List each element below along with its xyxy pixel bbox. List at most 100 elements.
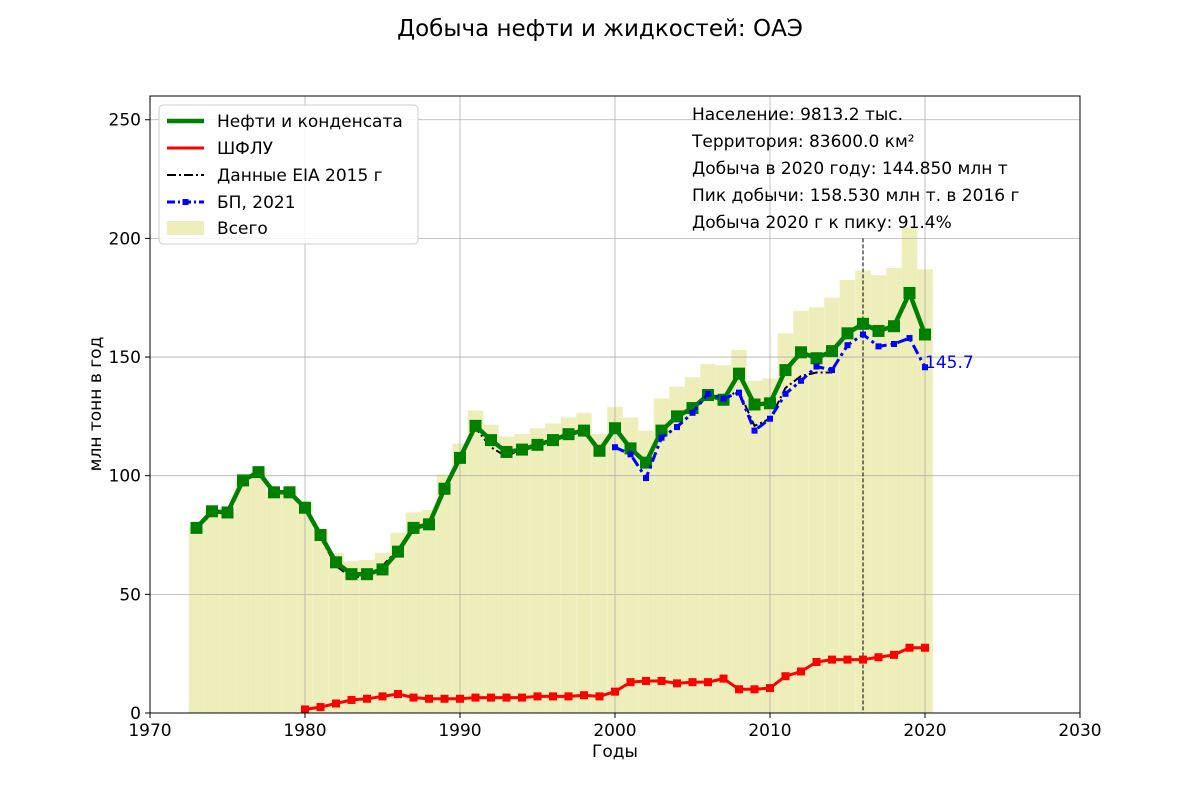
series-point bbox=[407, 521, 420, 534]
total-bar bbox=[622, 417, 639, 713]
total-bar bbox=[467, 410, 484, 713]
series-point bbox=[890, 650, 898, 659]
series-point bbox=[593, 444, 606, 457]
total-bar bbox=[219, 512, 236, 713]
series-point bbox=[301, 705, 309, 714]
y-tick-label: 150 bbox=[109, 348, 141, 368]
chart-title: Добыча нефти и жидкостей: ОАЭ bbox=[397, 16, 803, 42]
series-point bbox=[671, 410, 683, 423]
series-point bbox=[829, 367, 835, 374]
series-point bbox=[299, 501, 311, 514]
info-line: Территория: 83600.0 км² bbox=[691, 132, 915, 152]
total-bar bbox=[281, 492, 298, 713]
total-bar bbox=[529, 428, 546, 713]
series-point bbox=[642, 676, 650, 685]
series-point bbox=[779, 364, 792, 377]
series-point bbox=[810, 352, 823, 365]
series-point bbox=[237, 474, 249, 487]
total-bar bbox=[250, 472, 267, 713]
series-point bbox=[643, 475, 649, 482]
total-bar bbox=[669, 386, 685, 713]
total-bar bbox=[591, 434, 608, 713]
total-bar bbox=[312, 529, 329, 713]
series-point bbox=[409, 693, 418, 702]
series-point bbox=[456, 694, 464, 703]
legend-label: Нефти и конденсата bbox=[217, 112, 403, 132]
series-point bbox=[392, 545, 404, 558]
x-tick-label: 2000 bbox=[593, 721, 636, 741]
info-line: Население: 9813.2 тыс. bbox=[692, 105, 903, 125]
series-point bbox=[720, 395, 727, 402]
series-point bbox=[751, 427, 758, 434]
series-point bbox=[500, 445, 513, 458]
series-point bbox=[363, 694, 371, 703]
series-point bbox=[361, 568, 373, 581]
total-bar bbox=[839, 279, 856, 713]
x-axis-label: Годы bbox=[592, 742, 638, 762]
total-bar bbox=[653, 398, 670, 713]
total-bar bbox=[514, 434, 530, 713]
series-point bbox=[438, 482, 451, 495]
x-axis-ticks: 1970 1980 1990 2000 2010 2020 2030 bbox=[128, 713, 1102, 741]
series-point bbox=[425, 694, 433, 703]
total-bar bbox=[204, 511, 220, 713]
series-point bbox=[872, 324, 885, 337]
total-bar bbox=[638, 430, 654, 713]
series-point bbox=[332, 699, 340, 708]
total-bar bbox=[328, 552, 344, 713]
series-point bbox=[609, 422, 621, 435]
legend-label: Всего bbox=[217, 219, 268, 239]
total-bar bbox=[870, 275, 887, 713]
total-bar bbox=[684, 377, 701, 713]
total-bar bbox=[421, 510, 437, 713]
series-point bbox=[580, 691, 588, 700]
series-point bbox=[487, 693, 495, 702]
series-point bbox=[874, 653, 883, 662]
series-point bbox=[252, 466, 265, 479]
series-point bbox=[611, 687, 619, 696]
series-point bbox=[857, 317, 869, 330]
series-point bbox=[781, 672, 790, 681]
series-point bbox=[347, 695, 356, 704]
series-point bbox=[595, 692, 604, 701]
series-point bbox=[719, 674, 728, 683]
series-point bbox=[206, 505, 218, 518]
series-point bbox=[750, 685, 759, 694]
series-point bbox=[345, 568, 358, 581]
total-bar bbox=[715, 365, 732, 713]
series-point bbox=[812, 657, 821, 666]
series-point bbox=[578, 424, 590, 437]
series-point bbox=[502, 693, 511, 702]
y-tick-label: 50 bbox=[119, 585, 141, 605]
series-point bbox=[875, 343, 882, 350]
series-point bbox=[797, 667, 805, 676]
series-point bbox=[826, 345, 838, 358]
series-point bbox=[921, 643, 929, 652]
series-point bbox=[782, 390, 789, 397]
series-point bbox=[859, 655, 867, 664]
total-bar bbox=[498, 436, 515, 713]
series-point bbox=[330, 556, 342, 569]
series-point bbox=[733, 367, 745, 380]
info-box: Население: 9813.2 тыс. Территория: 83600.… bbox=[691, 105, 1020, 233]
series-point bbox=[891, 340, 897, 347]
legend-marker bbox=[182, 199, 189, 205]
series-point bbox=[704, 678, 712, 687]
series-point bbox=[922, 364, 928, 371]
x-tick-label: 1980 bbox=[283, 721, 326, 741]
x-tick-label: 1990 bbox=[438, 721, 481, 741]
series-point bbox=[655, 424, 668, 437]
series-point bbox=[798, 377, 804, 384]
series-3 bbox=[612, 331, 928, 482]
series-point bbox=[190, 521, 203, 534]
total-bar bbox=[359, 559, 375, 713]
series-point bbox=[454, 451, 466, 464]
legend-swatch-total bbox=[167, 221, 204, 235]
total-bar bbox=[746, 380, 763, 713]
series-point bbox=[657, 676, 666, 685]
y-tick-label: 100 bbox=[109, 467, 141, 487]
x-tick-label: 2020 bbox=[903, 721, 946, 741]
series-point bbox=[843, 655, 852, 664]
series-point bbox=[533, 692, 542, 701]
